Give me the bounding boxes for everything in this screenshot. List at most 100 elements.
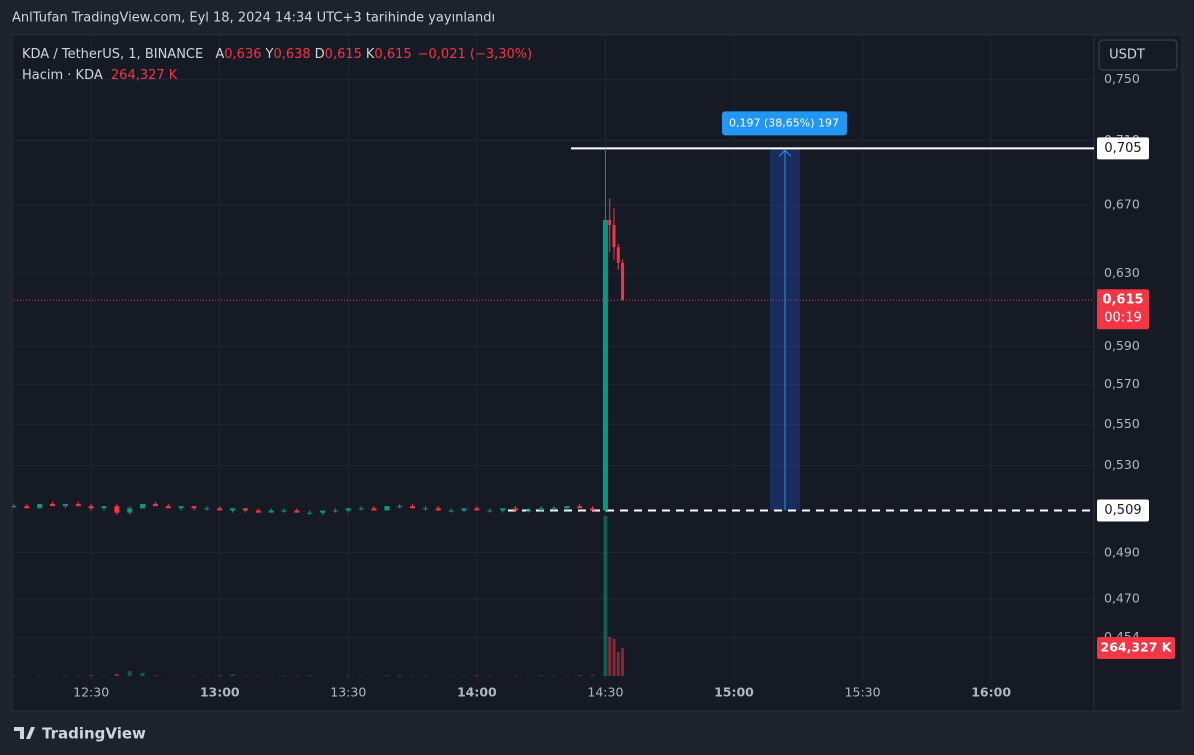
volume-bar — [603, 516, 608, 676]
candle-body — [178, 506, 184, 509]
volume-bar — [192, 675, 196, 676]
candle-body — [127, 508, 133, 513]
candle-body — [564, 506, 570, 509]
y-tick-label: 0,670 — [1104, 196, 1140, 211]
ohlc-value: 0,615 — [374, 47, 411, 62]
price-label-box — [1097, 499, 1149, 522]
candle-body — [332, 510, 338, 512]
candle-body — [538, 508, 544, 511]
price-label-box — [1097, 137, 1149, 160]
volume-bar — [462, 675, 466, 676]
candle-body — [88, 506, 94, 509]
volume-bar — [577, 675, 582, 676]
ohlc-value: 0,638 — [273, 47, 310, 62]
candle-body — [551, 508, 557, 510]
last-price-box — [1097, 289, 1149, 330]
y-tick-label: 0,550 — [1104, 416, 1140, 431]
candle-body — [281, 510, 287, 512]
volume-bar — [230, 674, 235, 676]
volume-bar — [423, 675, 428, 676]
price-label: 0,509 — [1104, 503, 1141, 518]
candle-body — [204, 508, 210, 510]
candle-body — [255, 510, 261, 513]
y-tick-label: 0,570 — [1104, 376, 1140, 391]
price-label: 0,705 — [1104, 141, 1141, 156]
volume-bar — [307, 675, 312, 676]
legend: KDA / TetherUS, 1, BINANCE A0,636 Y0,638 D… — [22, 47, 532, 62]
candle-body — [577, 506, 583, 509]
volume-bar — [102, 675, 106, 676]
x-tick-label: 16:00 — [971, 685, 1011, 700]
volume-bar — [63, 675, 68, 676]
volume-bar — [243, 675, 248, 676]
candle-body — [152, 503, 158, 507]
candle-body — [320, 510, 326, 513]
candle-body — [217, 508, 223, 511]
measure-label: 0,197 (38,65%) 197 — [729, 116, 839, 129]
brand-logo — [14, 727, 35, 739]
candle-body — [242, 508, 248, 511]
last-price-label: 0,615 — [1102, 293, 1143, 308]
countdown: 00:19 — [1104, 311, 1141, 326]
volume-bar — [513, 675, 518, 676]
volume-bar — [621, 647, 625, 676]
volume-bar — [127, 671, 132, 676]
candle-body — [397, 506, 403, 508]
currency-button[interactable] — [1098, 39, 1178, 71]
volume-bar — [384, 675, 389, 676]
candle-body — [384, 506, 390, 511]
candle-body — [371, 508, 377, 511]
x-tick-label: 14:30 — [587, 685, 623, 700]
candle-body — [422, 508, 428, 510]
y-tick-label: 0,590 — [1104, 338, 1140, 353]
candle-body — [37, 503, 43, 509]
plot-area: 0,197 (38,65%) 197 — [11, 36, 1094, 680]
volume-bar — [552, 675, 556, 676]
volume-bar — [153, 675, 158, 676]
volume-bar — [616, 651, 620, 676]
volume-bar — [89, 675, 94, 676]
candle-body — [487, 510, 493, 512]
measure-arrowhead — [778, 149, 792, 157]
candle-body — [24, 506, 30, 509]
candle-body — [165, 506, 171, 509]
currency-label[interactable]: USDT — [1109, 48, 1145, 63]
volume-bar — [474, 675, 479, 676]
candle-body — [268, 510, 274, 513]
ohlc-value: 0,636 — [224, 47, 261, 62]
volume-label: 264,327 K — [1101, 639, 1173, 654]
y-tick-label: 0,470 — [1104, 591, 1140, 606]
candle-body — [590, 508, 596, 511]
x-tick-label: 13:30 — [330, 685, 366, 700]
volume-bar — [217, 675, 222, 676]
volume-title: Hacim · KDA — [22, 68, 103, 83]
candle-body — [525, 510, 531, 512]
x-tick-label: 13:00 — [200, 685, 240, 700]
change: −0,021 (−3,30%) — [418, 47, 533, 62]
candle-body — [512, 508, 518, 511]
x-tick-label: 15:00 — [714, 685, 754, 700]
candle-body — [230, 508, 236, 511]
x-tick-label: 12:30 — [73, 685, 109, 700]
volume-bar — [140, 672, 145, 676]
x-tick-label: 15:30 — [845, 685, 881, 700]
volume-bar — [612, 638, 616, 676]
volume-bar — [590, 675, 595, 676]
ohlc-key: K — [366, 47, 375, 62]
candle-body — [50, 503, 56, 507]
ohlc-key: A — [215, 47, 224, 62]
candle-body — [140, 503, 146, 509]
volume-bar — [539, 675, 544, 676]
candle-body — [307, 512, 313, 514]
volume-bar — [37, 675, 42, 676]
candle-body — [435, 508, 441, 511]
volume-label-box — [1097, 636, 1175, 659]
candle-body — [448, 510, 454, 512]
volume-legend: Hacim · KDA 264,327 K — [22, 68, 178, 83]
candle-body — [114, 506, 120, 513]
x-tick-label: 14:00 — [457, 685, 497, 700]
candle-body — [75, 503, 81, 507]
volume-bar — [346, 675, 351, 676]
candle-body — [11, 506, 17, 508]
